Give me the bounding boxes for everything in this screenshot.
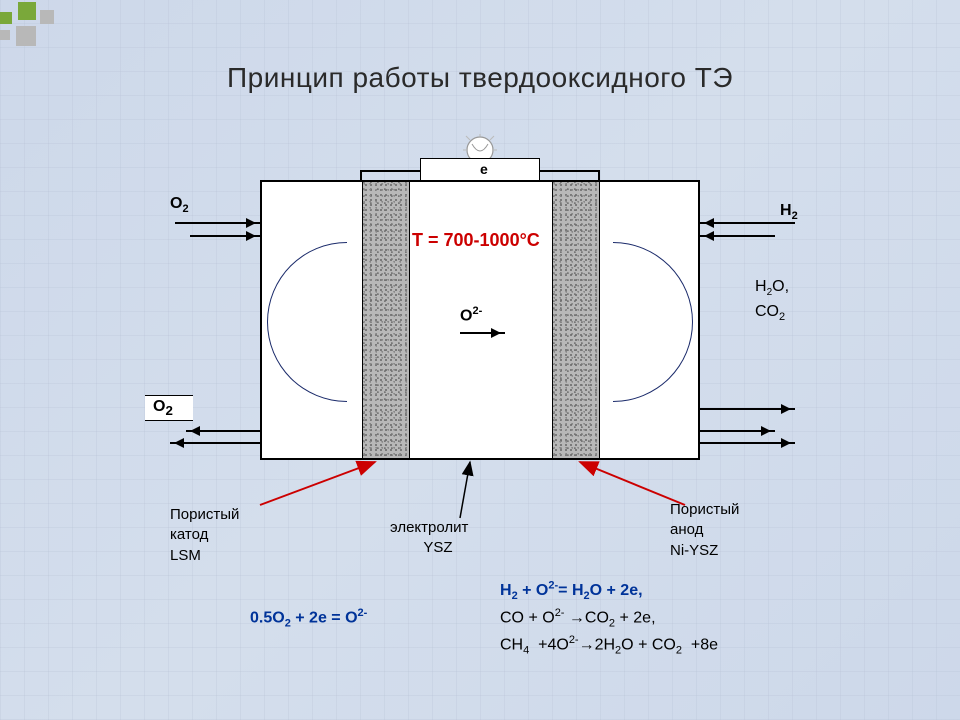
wire-right-h <box>540 170 600 172</box>
products-label: H2O,CO2 <box>755 275 789 326</box>
h2-inlet-arrow <box>700 222 795 224</box>
page-title: Принцип работы твердооксидного ТЭ <box>0 62 960 94</box>
o2-inlet-arrow2 <box>190 235 260 237</box>
cathode-equation: 0.5O2 + 2e = O2- <box>250 605 367 632</box>
o2-outlet-box: O2 <box>145 395 193 421</box>
electron-label: e <box>480 161 488 177</box>
anode-equations: H2 + O2-= H2O + 2e, CO + O2- →CO2 + 2e, … <box>500 578 718 659</box>
electrolyte-label: электролит YSZ <box>390 518 468 559</box>
o2-outlet-arrow <box>186 430 261 432</box>
o2-outlet-arrow2 <box>170 442 260 444</box>
h2-inlet-arrow2 <box>700 235 775 237</box>
product-arrow1 <box>700 408 795 410</box>
anode-label: Пористый анод Ni-YSZ <box>670 500 739 561</box>
o2-inlet-arrow <box>175 222 260 224</box>
h2-inlet-label: H2 <box>780 202 798 222</box>
oxide-ion-label: O2- <box>460 305 482 325</box>
temperature-label: T = 700-1000°C <box>412 230 540 251</box>
sofc-diagram: e T = 700-1000°C O2- O2 O2 H2 H2O,CO2 <box>130 130 830 530</box>
flow-arc-right <box>613 242 693 402</box>
cathode-electrode <box>362 182 410 458</box>
cathode-label: Пористый катод LSM <box>170 505 239 566</box>
wire-left-h <box>360 170 420 172</box>
product-arrow3 <box>700 442 795 444</box>
flow-arc-left <box>267 242 347 402</box>
product-arrow2 <box>700 430 775 432</box>
corner-decoration <box>0 0 120 48</box>
ion-arrow <box>460 332 505 334</box>
o2-inlet-label: O2 <box>170 195 189 215</box>
anode-electrode <box>552 182 600 458</box>
